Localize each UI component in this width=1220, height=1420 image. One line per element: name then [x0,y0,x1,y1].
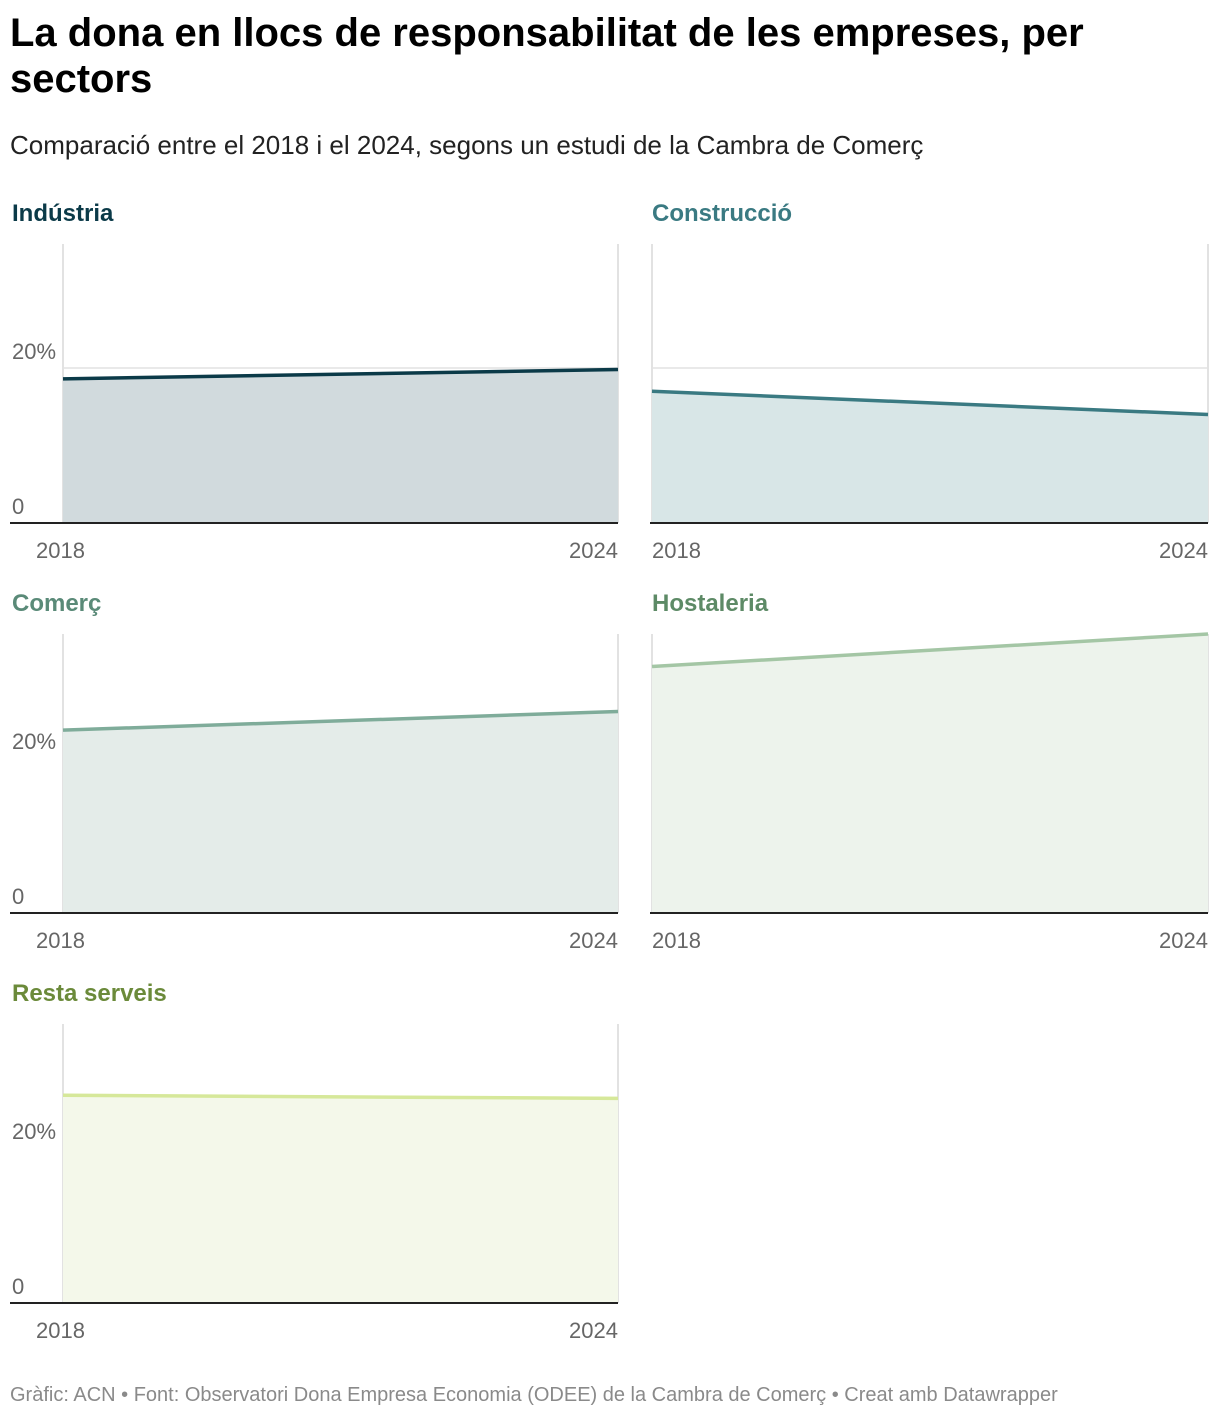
source-footer: Gràfic: ACN • Font: Observatori Dona Emp… [10,1384,1058,1406]
panel-construccio: Construcció 2018 2024 [650,200,1220,580]
series-line [62,1093,619,1101]
chart-subtitle: Comparació entre el 2018 i el 2024, sego… [10,130,924,160]
x-tick-label: 2024 [1159,538,1208,563]
y-tick-label: 20% [12,339,56,364]
panel-title: Hostaleria [652,590,769,617]
small-multiple-chart: 2018 2024 [650,632,1209,953]
y-tick-label: 20% [12,1119,56,1144]
series-line [651,632,1209,669]
y-tick-label: 20% [12,729,56,754]
x-tick-label: 2024 [569,1318,618,1343]
small-multiple-chart: 2018 2024 [650,244,1209,563]
small-multiple-chart: 0 20% 2018 2024 [10,244,619,563]
x-tick-label: 2018 [652,538,701,563]
series-area [63,711,618,913]
chart-title: La dona en llocs de responsabilitat de l… [10,11,1084,101]
series-area [63,369,618,523]
series-line [62,367,619,381]
panel-title: Construcció [652,200,793,227]
series-line [62,709,619,732]
series-area [652,634,1208,913]
x-tick-label: 2018 [36,1318,85,1343]
panel-title: Indústria [12,200,114,227]
panel-resta-serveis: Resta serveis 0 20% 2018 2024 [10,980,619,1360]
panel-comerc: Comerç 0 20% 2018 2024 [10,590,619,970]
small-multiple-chart: 0 20% 2018 2024 [10,1024,619,1343]
x-tick-label: 2024 [1159,928,1208,953]
x-tick-label: 2018 [652,928,701,953]
series-line [651,389,1209,417]
small-multiple-chart: 0 20% 2018 2024 [10,634,619,953]
x-tick-label: 2018 [36,538,85,563]
x-tick-label: 2024 [569,538,618,563]
panel-title: Resta serveis [12,980,167,1007]
x-tick-label: 2024 [569,928,618,953]
x-tick-label: 2018 [36,928,85,953]
series-area [652,391,1208,523]
y-tick-label: 0 [12,1274,24,1299]
panel-title: Comerç [12,590,102,617]
y-tick-label: 0 [12,884,24,909]
y-tick-label: 0 [12,494,24,519]
series-area [63,1095,618,1303]
panel-industria: Indústria 0 20% 2018 2024 [10,200,619,580]
panel-hostaleria: Hostaleria 2018 2024 [650,590,1220,970]
